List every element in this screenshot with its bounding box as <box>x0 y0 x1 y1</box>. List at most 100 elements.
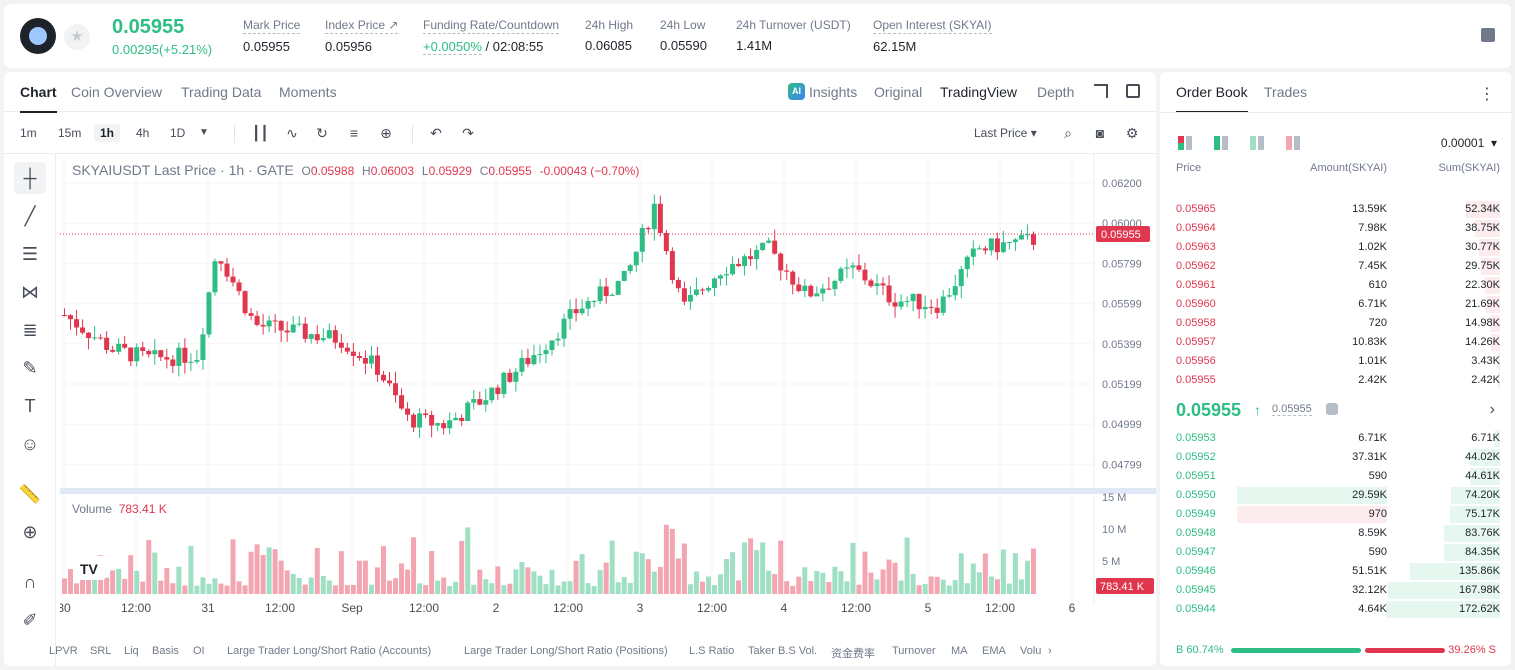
indicator-basis[interactable]: Basis <box>152 645 179 657</box>
bid-row[interactable]: 0.05944 4.64K 172.62K <box>1160 600 1511 619</box>
tab-trades[interactable]: Trades <box>1264 84 1308 100</box>
guide-book-icon[interactable] <box>1481 28 1495 42</box>
chevron-right-icon[interactable]: › <box>1489 401 1495 418</box>
fib-icon[interactable]: ≣ <box>22 320 38 340</box>
indicator-trader-accounts[interactable]: Large Trader Long/Short Ratio (Accounts) <box>227 645 432 657</box>
bid-row[interactable]: 0.05948 8.59K 83.76K <box>1160 524 1511 543</box>
magnet-icon[interactable]: ∩ <box>23 572 37 592</box>
gear-icon[interactable]: ⚙ <box>1125 125 1139 141</box>
candle-body <box>874 283 880 287</box>
ask-row[interactable]: 0.05962 7.45K 29.75K <box>1160 257 1511 276</box>
candle-body <box>86 332 92 339</box>
ask-row[interactable]: 0.05965 13.59K 52.34K <box>1160 200 1511 219</box>
stat-mark-price[interactable]: Mark Price 0.05955 <box>243 18 301 54</box>
templates-icon[interactable]: ≡ <box>349 125 359 141</box>
indicator-srl[interactable]: SRL <box>90 645 112 657</box>
mode-asks-icon[interactable] <box>1286 136 1300 150</box>
tab-order-book[interactable]: Order Book <box>1176 84 1248 113</box>
trend-line-icon[interactable]: ╱ <box>24 206 36 226</box>
redo-icon[interactable]: ↷ <box>462 125 474 141</box>
window-icon[interactable] <box>1126 84 1140 98</box>
emoji-icon[interactable]: ☺ <box>20 434 40 454</box>
view-tradingview[interactable]: TradingView <box>940 84 1018 100</box>
bid-row[interactable]: 0.05949 970 75.17K <box>1160 505 1511 524</box>
buy-ratio-bar <box>1231 648 1361 653</box>
bid-row[interactable]: 0.05953 6.71K 6.71K <box>1160 429 1511 448</box>
indicator-taker-vol[interactable]: Taker B.S Vol. <box>748 645 818 657</box>
brush-icon[interactable]: ✎ <box>22 358 38 378</box>
add-alert-icon[interactable]: ⊕ <box>380 125 392 141</box>
stat-funding-rate[interactable]: Funding Rate/Countdown +0.0050% / 02:08:… <box>423 18 560 55</box>
ask-row[interactable]: 0.05958 720 14.98K <box>1160 314 1511 333</box>
candle-type-icon[interactable]: ┃┃ <box>252 125 269 141</box>
indicators-icon[interactable]: ∿ <box>286 125 298 141</box>
zoom-in-icon[interactable]: ⊕ <box>22 522 38 542</box>
candle-body <box>254 315 260 325</box>
replay-icon[interactable]: ↻ <box>316 125 328 141</box>
indicator-liq[interactable]: Liq <box>124 645 139 657</box>
indicator-ema[interactable]: EMA <box>982 645 1006 657</box>
tab-trading-data[interactable]: Trading Data <box>181 84 262 100</box>
candlestick-chart[interactable]: 0.062000.060000.057990.055990.053990.051… <box>57 154 1156 624</box>
fullscreen-icon[interactable] <box>1094 84 1108 98</box>
price-chart[interactable]: 0.06200 0.06000 0.05799 0.05599 0.05399 0.051… <box>57 154 1156 624</box>
stat-open-interest[interactable]: Open Interest (SKYAI) 62.15M <box>873 18 992 54</box>
bid-row[interactable]: 0.05947 590 84.35K <box>1160 543 1511 562</box>
interval-1m[interactable]: 1m <box>20 126 37 140</box>
stat-index-price[interactable]: Index Price ↗ 0.05956 <box>325 18 399 54</box>
view-original[interactable]: Original <box>874 84 923 100</box>
tab-moments[interactable]: Moments <box>279 84 337 100</box>
mode-bids-alt-icon[interactable] <box>1250 136 1264 150</box>
chevron-down-icon[interactable]: ▼ <box>199 127 209 138</box>
interval-4h[interactable]: 4h <box>136 126 150 140</box>
more-icon[interactable]: ⋮ <box>1479 86 1495 103</box>
bid-row[interactable]: 0.05950 29.59K 74.20K <box>1160 486 1511 505</box>
ask-row[interactable]: 0.05964 7.98K 38.75K <box>1160 219 1511 238</box>
candle-body <box>1030 234 1036 245</box>
bid-row[interactable]: 0.05945 32.12K 167.98K <box>1160 581 1511 600</box>
indicator-ma[interactable]: MA <box>951 645 968 657</box>
tab-chart[interactable]: Chart <box>20 84 57 113</box>
indicator-ls-ratio[interactable]: L.S Ratio <box>689 645 735 657</box>
candle-body <box>477 399 483 405</box>
ask-row[interactable]: 0.05961 610 22.30K <box>1160 276 1511 295</box>
volume-bar <box>862 551 868 594</box>
row-price: 0.05944 <box>1176 603 1216 615</box>
view-insights[interactable]: Insights <box>809 84 858 100</box>
search-icon[interactable]: ⌕ <box>1064 125 1072 141</box>
ask-row[interactable]: 0.05957 10.83K 14.26K <box>1160 333 1511 352</box>
favorite-star-icon[interactable]: ★ <box>64 24 90 50</box>
indicator-oi[interactable]: OI <box>193 645 205 657</box>
ask-row[interactable]: 0.05956 1.01K 3.43K <box>1160 352 1511 371</box>
precision-select[interactable]: 0.00001 ▾ <box>1440 136 1497 150</box>
mode-both-icon[interactable] <box>1178 136 1192 150</box>
tab-coin-overview[interactable]: Coin Overview <box>71 84 163 100</box>
bid-row[interactable]: 0.05952 37.31K 44.02K <box>1160 448 1511 467</box>
price-type-select[interactable]: Last Price ▾ <box>974 126 1037 140</box>
horizontal-lines-icon[interactable]: ☰ <box>21 244 39 264</box>
crosshair-icon[interactable]: ┼ <box>14 162 46 194</box>
pencil-icon[interactable]: ✐ <box>22 610 38 630</box>
ask-row[interactable]: 0.05963 1.02K 30.77K <box>1160 238 1511 257</box>
bid-row[interactable]: 0.05951 590 44.61K <box>1160 467 1511 486</box>
interval-1d[interactable]: 1D <box>170 126 186 140</box>
ask-row[interactable]: 0.05955 2.42K 2.42K <box>1160 371 1511 390</box>
ruler-icon[interactable]: 📏 <box>18 484 42 504</box>
indicator-lpvr[interactable]: LPVR <box>49 645 78 657</box>
chevron-right-icon[interactable]: › <box>1048 645 1052 657</box>
undo-icon[interactable]: ↶ <box>430 125 442 141</box>
view-depth[interactable]: Depth <box>1037 84 1075 100</box>
pattern-icon[interactable]: ⋈ <box>21 282 39 302</box>
interval-1h[interactable]: 1h <box>94 124 121 142</box>
indicator-turnover[interactable]: Turnover <box>892 645 936 657</box>
text-tool-icon[interactable]: T <box>24 396 36 416</box>
ask-row[interactable]: 0.05960 6.71K 21.69K <box>1160 295 1511 314</box>
indicator-trader-positions[interactable]: Large Trader Long/Short Ratio (Positions… <box>464 645 668 657</box>
indicator-funding-rate[interactable]: 资金费率 <box>831 648 875 660</box>
interval-15m[interactable]: 15m <box>58 126 82 140</box>
mode-bids-icon[interactable] <box>1214 136 1228 150</box>
indicator-volume[interactable]: Volu <box>1020 645 1042 657</box>
sell-ratio: 39.26% S <box>1448 644 1496 656</box>
bid-row[interactable]: 0.05946 51.51K 135.86K <box>1160 562 1511 581</box>
camera-icon[interactable]: ◙ <box>1095 125 1105 141</box>
